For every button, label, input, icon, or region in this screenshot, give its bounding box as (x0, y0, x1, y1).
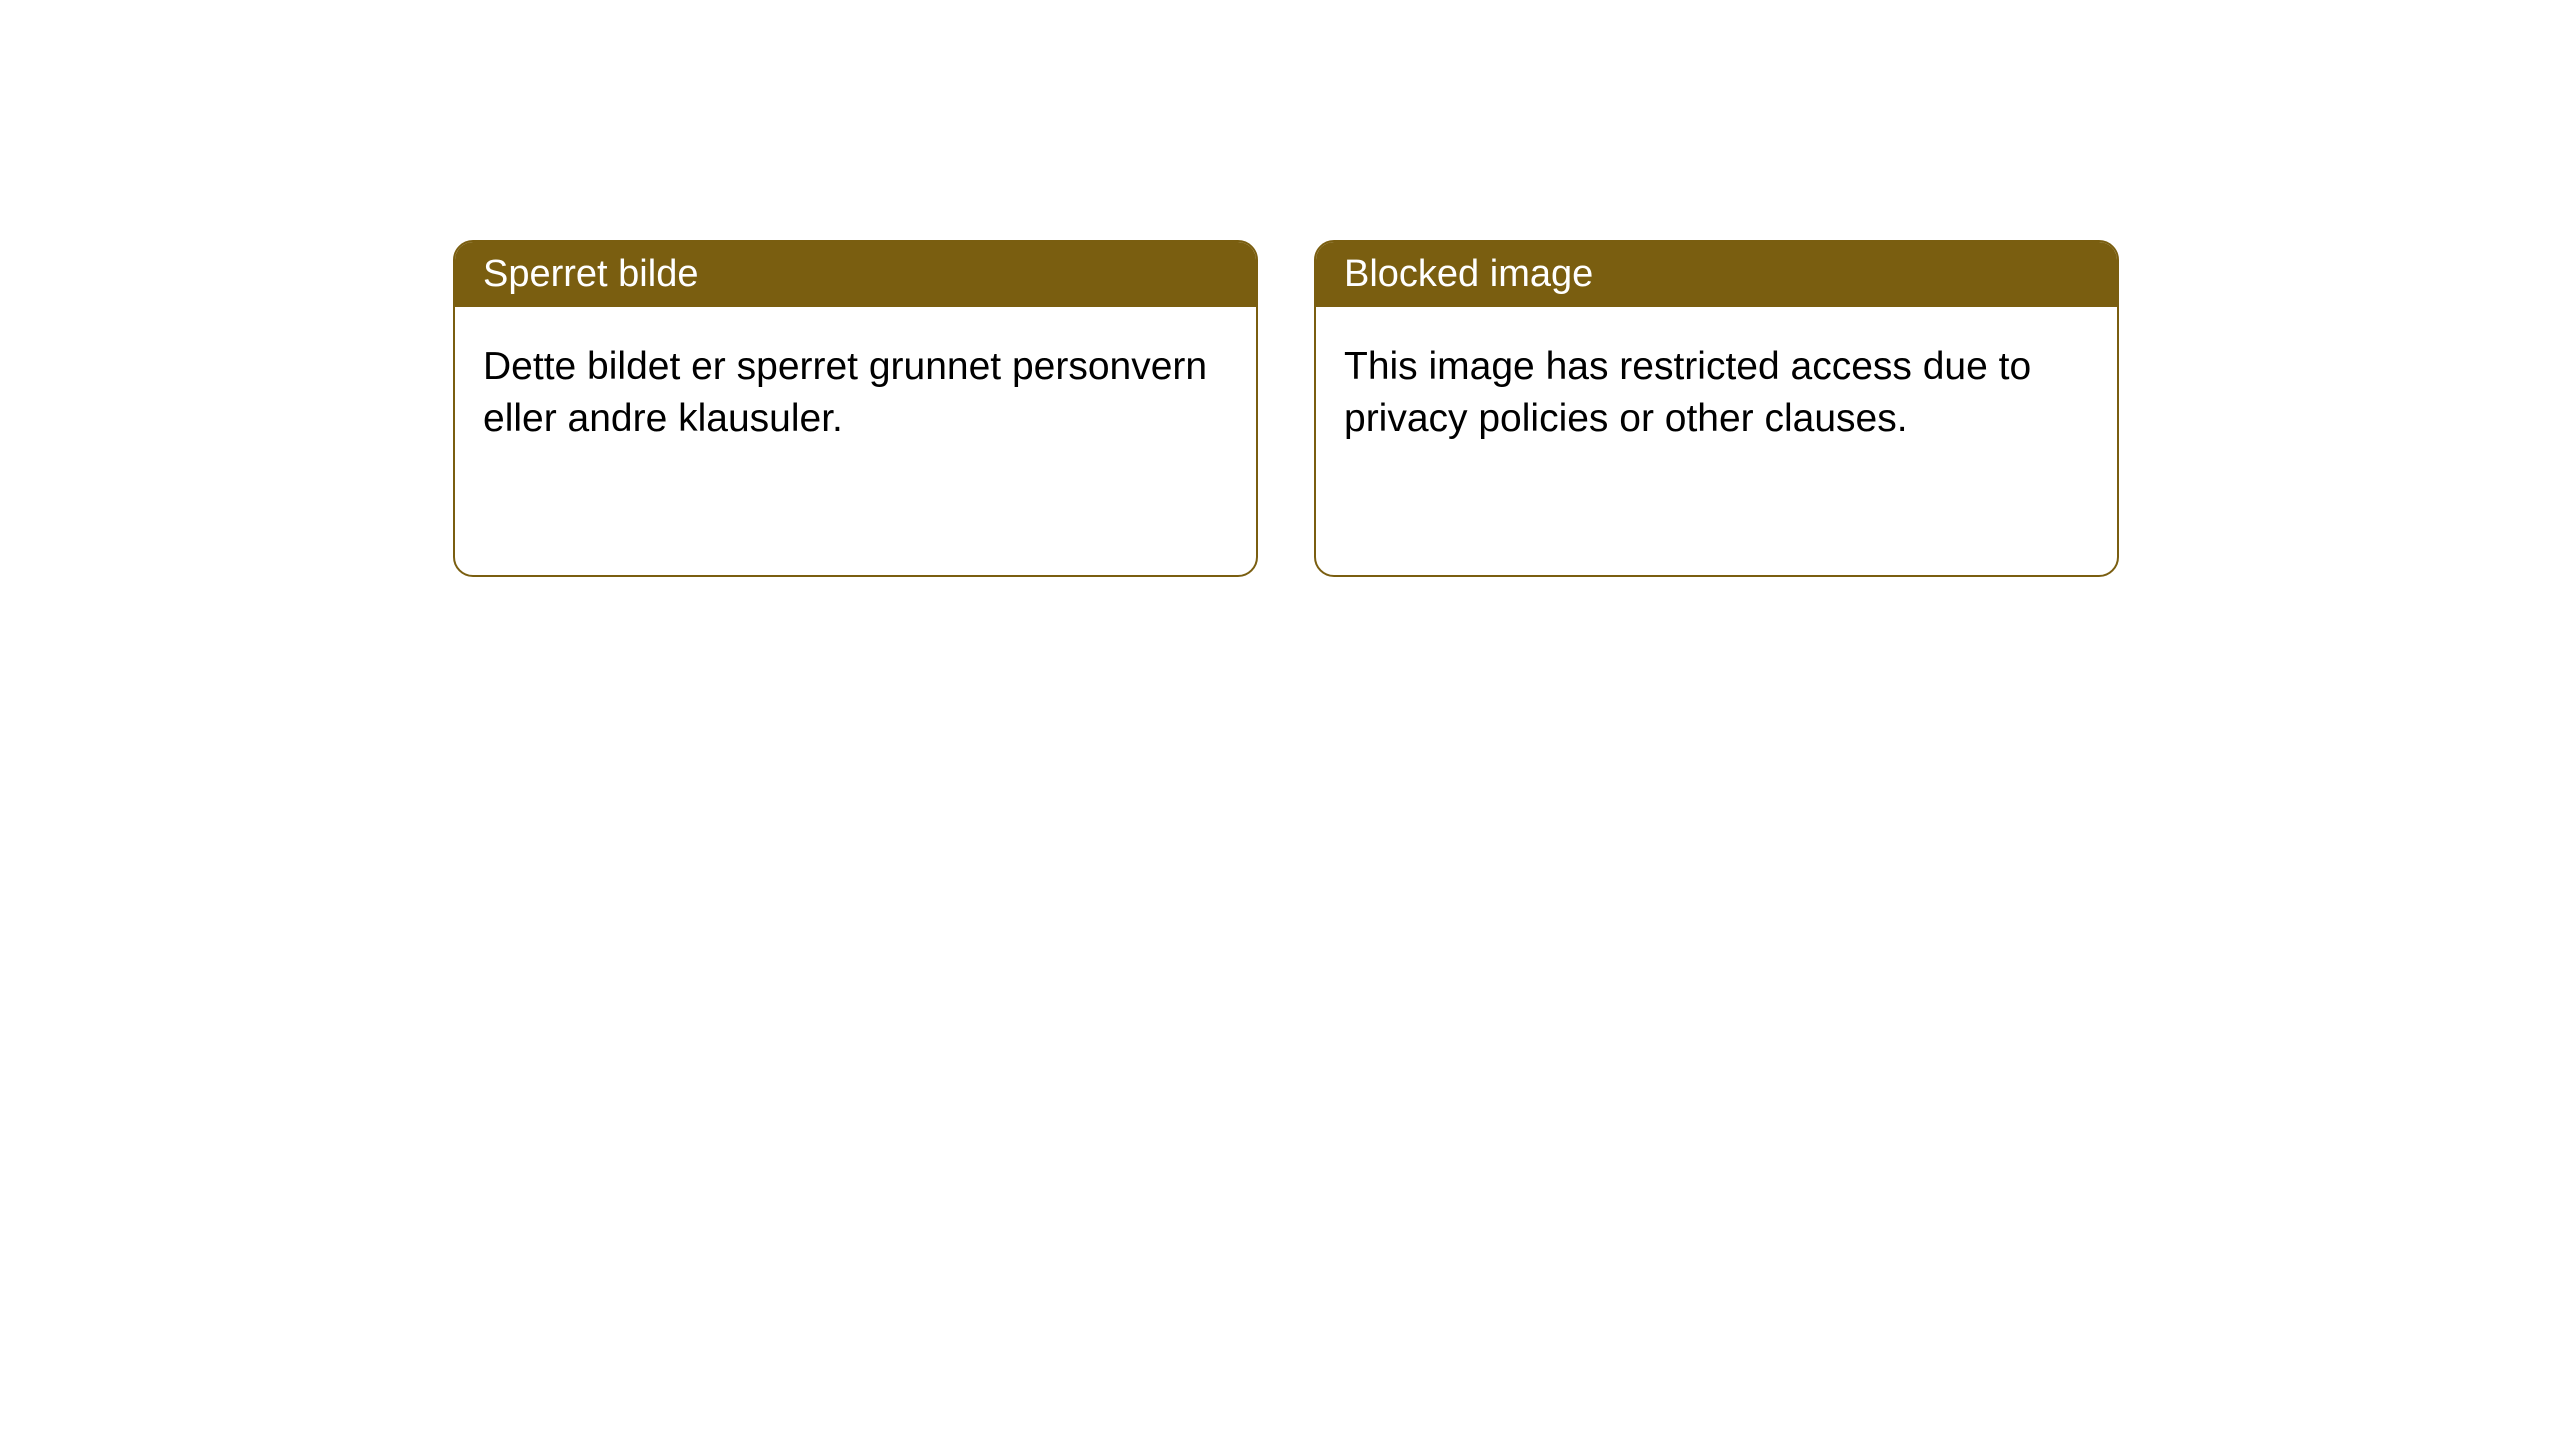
card-body-english: This image has restricted access due to … (1316, 307, 2117, 480)
card-title: Blocked image (1344, 253, 1593, 295)
card-body-text: This image has restricted access due to … (1344, 345, 2031, 440)
cards-container: Sperret bilde Dette bildet er sperret gr… (453, 240, 2119, 577)
card-header-norwegian: Sperret bilde (455, 242, 1256, 307)
card-title: Sperret bilde (483, 253, 698, 295)
card-header-english: Blocked image (1316, 242, 2117, 307)
card-body-norwegian: Dette bildet er sperret grunnet personve… (455, 307, 1256, 480)
card-english: Blocked image This image has restricted … (1314, 240, 2119, 577)
card-norwegian: Sperret bilde Dette bildet er sperret gr… (453, 240, 1258, 577)
card-body-text: Dette bildet er sperret grunnet personve… (483, 345, 1207, 440)
